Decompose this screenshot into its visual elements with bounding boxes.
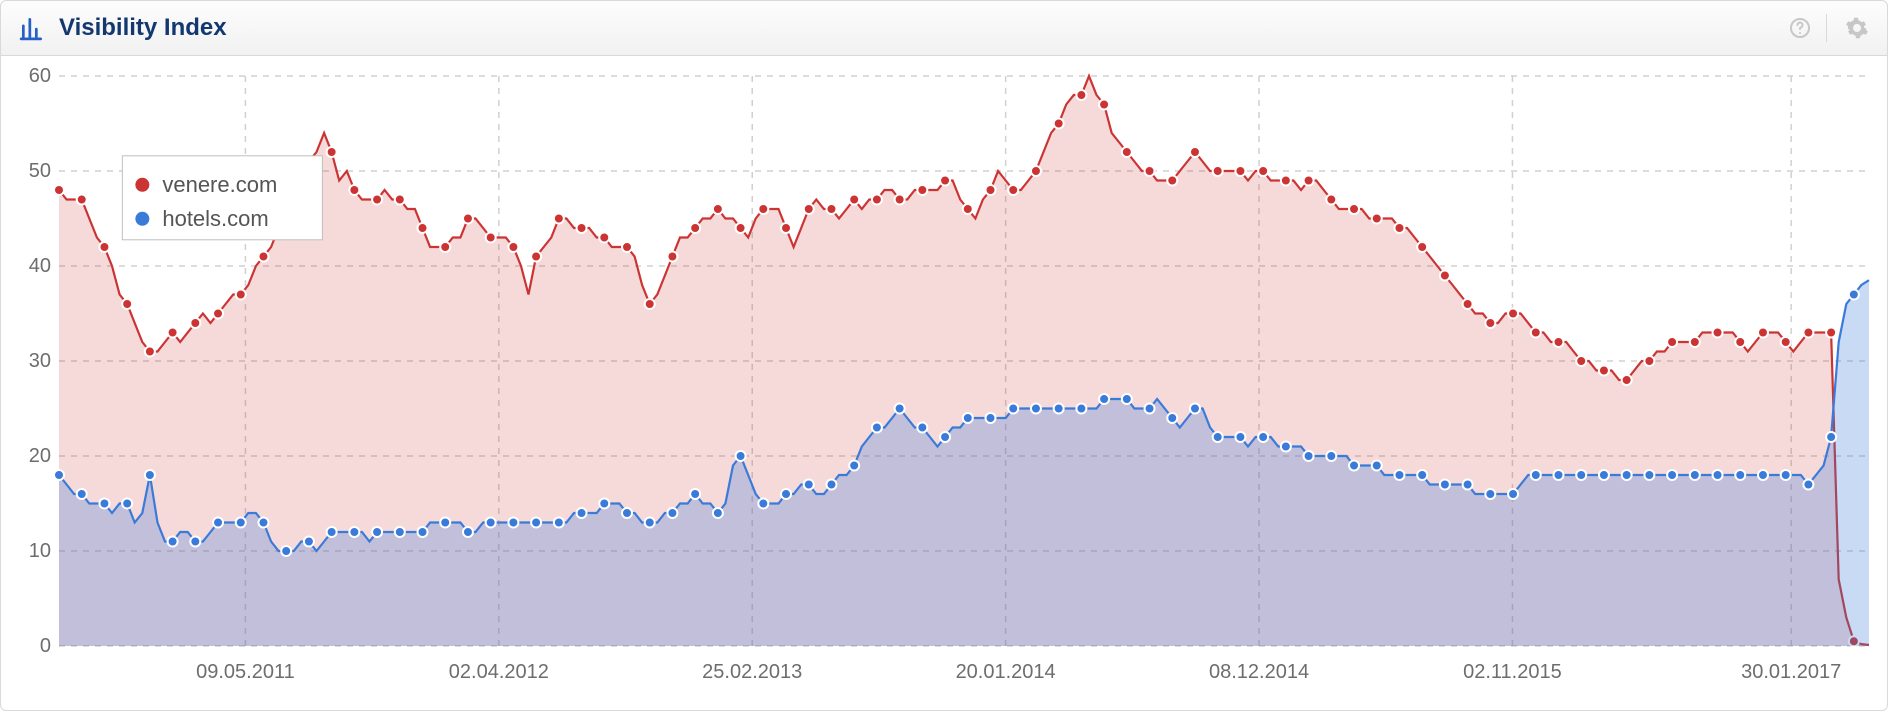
panel-header: Visibility Index [0,0,1888,56]
svg-text:30.01.2017: 30.01.2017 [1741,661,1841,683]
visibility-chart-svg: 0 10 20 30 40 50 60 09.05.2011 02.04.2012 25.02.2… [9,66,1879,706]
svg-text:venere.com: venere.com [162,172,277,197]
visibility-index-panel: Visibility Index 0 10 20 30 40 50 60 09.05.2011… [0,0,1888,711]
svg-text:20.01.2014: 20.01.2014 [956,661,1056,683]
svg-text:hotels.com: hotels.com [162,206,268,231]
svg-text:10: 10 [29,540,51,562]
header-divider [1826,14,1827,42]
panel-title: Visibility Index [59,14,227,42]
help-icon[interactable] [1788,16,1812,40]
svg-text:25.02.2013: 25.02.2013 [702,661,802,683]
svg-text:08.12.2014: 08.12.2014 [1209,661,1309,683]
gear-icon[interactable] [1845,16,1869,40]
chart-area: 0 10 20 30 40 50 60 09.05.2011 02.04.2012 25.02.2… [0,56,1888,711]
svg-text:0: 0 [40,635,51,657]
svg-text:30: 30 [29,350,51,372]
svg-text:02.04.2012: 02.04.2012 [449,661,549,683]
svg-text:40: 40 [29,255,51,277]
svg-text:20: 20 [29,445,51,467]
svg-text:50: 50 [29,160,51,182]
chart-icon [19,15,45,41]
svg-text:60: 60 [29,66,51,87]
svg-text:02.11.2015: 02.11.2015 [1463,661,1562,683]
svg-text:09.05.2011: 09.05.2011 [196,661,295,683]
